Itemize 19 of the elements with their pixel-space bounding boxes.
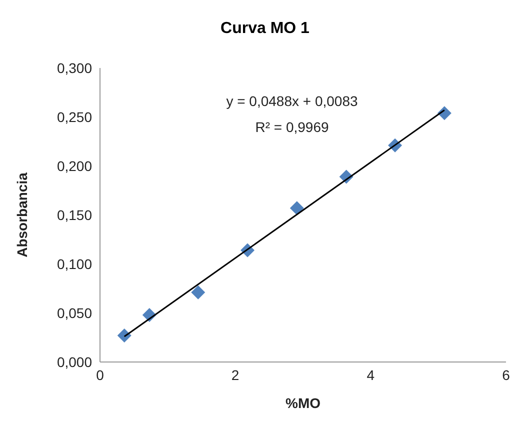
y-tick-label: 0,300 [56, 60, 92, 76]
y-tick-label: 0,000 [56, 354, 92, 370]
y-axis-title: Absorbancia [14, 172, 30, 258]
annotation: y = 0,0488x + 0,0083 [225, 92, 359, 111]
y-tick-label: 0,100 [56, 256, 92, 272]
point [117, 328, 132, 343]
y-tick-label: 0,200 [56, 158, 92, 174]
y-tick-label: 0,250 [56, 108, 92, 125]
x-tick-label: 4 [366, 366, 375, 383]
chart-title: Curva MO 1 [220, 19, 310, 39]
point [191, 285, 206, 300]
y-tick-label: 0,150 [56, 206, 92, 223]
x-axis-title: %MO [286, 395, 321, 411]
x-tick-label: 2 [231, 366, 240, 383]
point [290, 201, 304, 216]
y-tick-label: 0,050 [56, 304, 92, 321]
annotation: R² = 0,9969 [254, 118, 330, 137]
x-tick-label: 0 [96, 366, 104, 383]
x-tick-label: 6 [502, 366, 510, 383]
